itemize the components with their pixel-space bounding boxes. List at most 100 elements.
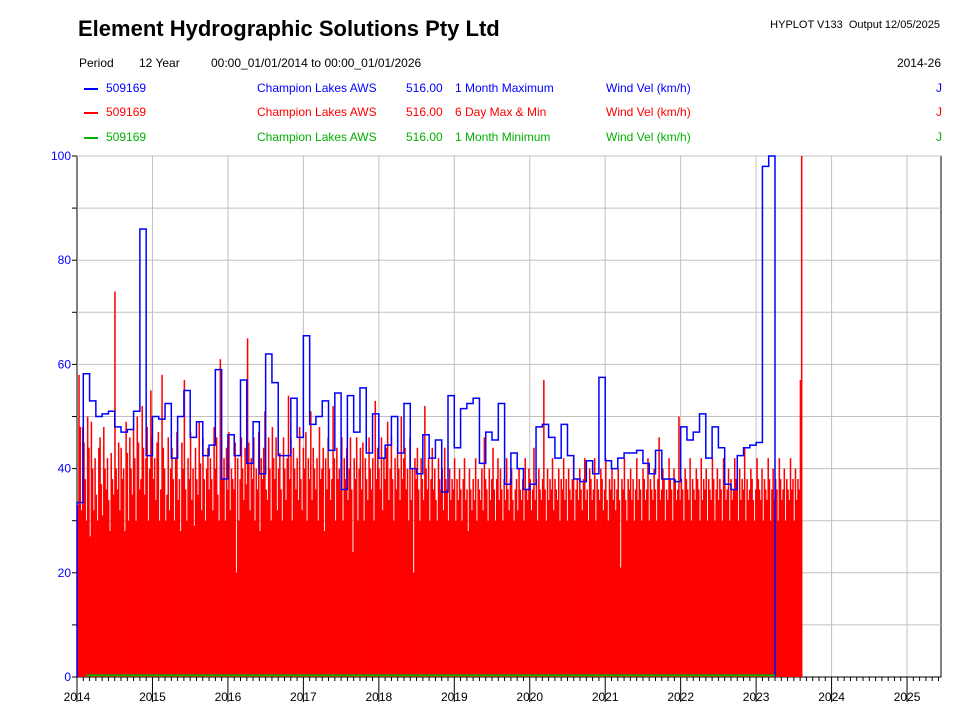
- bar-6day: [425, 468, 427, 677]
- bar-6day: [453, 458, 456, 677]
- bar-6day: [436, 520, 439, 677]
- legend-stat: 1 Month Maximum: [455, 81, 554, 95]
- bar-6day: [701, 499, 704, 677]
- bar-6day: [698, 489, 700, 677]
- bar-6day: [474, 458, 477, 677]
- bar-6day: [337, 479, 339, 677]
- bar-6day: [279, 452, 281, 677]
- bar-6day: [429, 520, 431, 677]
- bar-6day: [276, 510, 279, 677]
- bar-6day: [89, 536, 91, 677]
- bar-6day: [461, 520, 463, 677]
- bar-6day: [238, 520, 240, 677]
- y-tick-label: 20: [58, 566, 72, 580]
- bar-6day: [531, 489, 534, 677]
- bar-6day: [256, 489, 259, 677]
- bar-6day: [295, 489, 297, 677]
- bar-6day: [77, 505, 79, 677]
- bar-6day: [380, 437, 383, 677]
- bar-6day: [274, 479, 276, 677]
- bar-6day: [348, 468, 351, 677]
- bar-6day: [732, 489, 735, 677]
- bar-6day: [182, 468, 184, 677]
- bar-6day: [152, 479, 155, 677]
- bar-6day: [670, 489, 673, 677]
- bar-6day: [538, 468, 540, 677]
- bar-6day: [455, 520, 457, 677]
- bar-6day: [95, 494, 98, 677]
- bar-6day: [332, 406, 334, 677]
- x-tick-label: 2022: [667, 690, 694, 704]
- bar-6day: [197, 494, 199, 677]
- bar-6day: [208, 489, 210, 677]
- x-tick-label: 2018: [365, 690, 392, 704]
- bar-6day: [585, 499, 587, 677]
- bar-6day: [528, 468, 530, 677]
- legend-stat: 6 Day Max & Min: [455, 105, 547, 119]
- bar-6day: [577, 499, 580, 677]
- bar-6day: [105, 489, 108, 677]
- x-tick-label: 2024: [818, 690, 845, 704]
- bar-6day: [222, 479, 224, 677]
- legend-entry-6day: 509169 Champion Lakes AWS 516.00 6 Day M…: [84, 105, 942, 121]
- bar-6day: [530, 510, 533, 677]
- bar-6day: [115, 468, 117, 677]
- bar-6day: [696, 479, 699, 677]
- bar-6day: [725, 499, 727, 677]
- bar-6day: [132, 426, 135, 677]
- bar-6day: [545, 520, 548, 677]
- period-length: 12 Year: [139, 56, 180, 70]
- bar-6day: [106, 458, 109, 677]
- x-tick-label: 2016: [215, 690, 242, 704]
- bar-6day: [619, 567, 622, 677]
- bar-6day: [525, 489, 528, 677]
- bar-6day: [353, 458, 355, 677]
- bar-6day: [748, 489, 751, 677]
- bar-6day: [484, 479, 487, 677]
- bar-6day: [678, 416, 680, 677]
- bar-6day: [194, 447, 197, 677]
- bar-6day: [457, 499, 460, 677]
- bar-6day: [611, 468, 613, 677]
- bar-6day: [124, 531, 126, 677]
- bar-6day: [215, 437, 218, 677]
- bar-6day: [409, 437, 411, 677]
- bar-6day: [167, 437, 170, 677]
- bar-6day: [438, 479, 441, 677]
- bar-6day: [143, 494, 146, 677]
- bar-6day: [518, 468, 520, 677]
- bar-6day: [300, 479, 302, 677]
- bar-6day: [103, 426, 105, 677]
- bar-6day: [717, 499, 720, 677]
- bar-6day: [451, 479, 453, 677]
- bar-6day: [292, 447, 295, 677]
- bar-6day: [633, 520, 636, 677]
- bar-6day: [254, 520, 256, 677]
- bar-6day: [608, 479, 611, 677]
- bar-6day: [519, 489, 522, 677]
- bar-6day: [250, 458, 253, 677]
- x-tick-label: 2014: [64, 690, 91, 704]
- bar-6day: [539, 489, 541, 677]
- bar-6day: [110, 452, 113, 677]
- bar-6day: [504, 499, 507, 677]
- bar-6day: [172, 479, 174, 677]
- bar-6day: [655, 520, 658, 677]
- bar-6day: [762, 520, 765, 677]
- bar-6day: [120, 447, 122, 677]
- bar-6day: [398, 468, 400, 677]
- bar-6day: [331, 479, 333, 677]
- bar-6day: [193, 525, 196, 677]
- bar-6day: [443, 447, 446, 677]
- bar-6day: [207, 447, 209, 677]
- bar-6day: [305, 432, 307, 677]
- bar-6day: [99, 437, 101, 677]
- bar-6day: [318, 426, 321, 677]
- bar-6day: [733, 458, 736, 677]
- bar-6day: [233, 489, 235, 677]
- bar-6day: [345, 447, 348, 677]
- bar-6day: [114, 291, 116, 677]
- bar-6day: [203, 479, 205, 677]
- bar-6day: [722, 458, 725, 677]
- bar-6day: [458, 468, 461, 677]
